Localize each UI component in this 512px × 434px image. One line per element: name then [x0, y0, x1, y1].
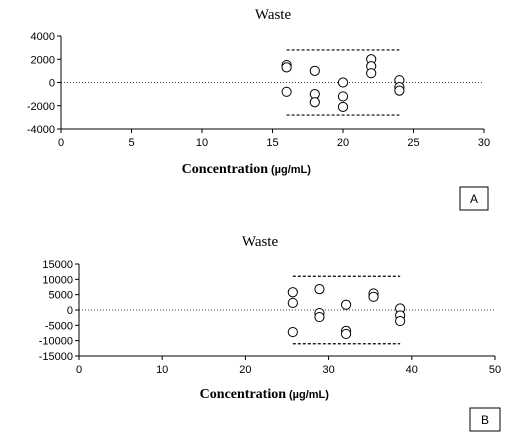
chart-a-y-tick-label: -4000 [27, 124, 55, 136]
chart-b-y-tick-label: -10000 [39, 336, 73, 348]
chart-a-data-point [309, 97, 320, 108]
chart-b-x-tick-label: 30 [322, 364, 334, 376]
chart-a-data-point [309, 65, 320, 76]
chart-a-panel-letter: A [470, 192, 478, 206]
chart-a-x-tick-label: 30 [478, 137, 490, 149]
chart-b-data-point [287, 287, 298, 298]
chart-b-data-point [287, 297, 298, 309]
chart-a-x-tick-label: 20 [337, 137, 349, 149]
chart-b-x-tick-label: 10 [156, 364, 168, 376]
chart-b-y-tick-label: 15000 [42, 259, 73, 271]
chart-b-y-tick-label: -15000 [39, 351, 73, 363]
chart-b-y-tick-label: 0 [67, 305, 73, 317]
chart-b-x-axis-label: Concentration [200, 387, 287, 402]
chart-a-y-tick-label: -2000 [27, 101, 55, 113]
chart-b-data-point [314, 284, 325, 295]
chart-a-x-tick-label: 15 [266, 137, 278, 149]
chart-a-data-point [366, 68, 377, 79]
chart-b-x-tick-label: 50 [489, 364, 501, 376]
chart-a-x-axis-label: Concentration [182, 162, 269, 177]
chart-a-data-point [281, 86, 292, 97]
chart-b-y-tick-label: 5000 [49, 290, 73, 302]
chart-b-panel-letter: B [481, 413, 489, 427]
chart-a-data-point [337, 101, 349, 113]
chart-b-x-tick-label: 0 [76, 364, 82, 376]
chart-b-x-tick-label: 20 [239, 364, 251, 376]
chart-a-x-tick-label: 10 [196, 137, 208, 149]
chart-a-title: Waste [255, 7, 292, 23]
chart-b-y-tick-label: -5000 [45, 320, 73, 332]
chart-a-y-tick-label: 4000 [31, 31, 55, 43]
chart-b-data-point [395, 315, 406, 327]
chart-b-y-tick-label: 10000 [42, 274, 73, 286]
chart-b-x-tick-label: 40 [406, 364, 418, 376]
chart-b-data-point [340, 328, 352, 340]
chart-a-x-tick-label: 5 [128, 137, 134, 149]
chart-b-x-axis-unit: (µg/mL) [289, 389, 329, 401]
chart-b-data-point [368, 291, 379, 302]
chart-a-x-axis-unit: (µg/mL) [271, 164, 311, 176]
chart-a-panel-badge [459, 186, 489, 211]
chart-a-x-tick-label: 0 [58, 137, 64, 149]
chart-a-data-point [281, 62, 292, 73]
chart-a-y-tick-label: 0 [49, 78, 55, 90]
chart-b-data-point [340, 299, 352, 310]
chart-a-data-point [337, 91, 349, 102]
chart-a-data-point [337, 77, 349, 88]
chart-a-x-tick-label: 25 [407, 137, 419, 149]
chart-b-data-point [287, 326, 298, 338]
chart-b-title: Waste [242, 234, 279, 250]
chart-b-data-point [314, 311, 325, 323]
chart-b-panel-badge [469, 407, 501, 432]
chart-a-y-tick-label: 2000 [31, 54, 55, 66]
chart-a-data-point [394, 85, 405, 96]
